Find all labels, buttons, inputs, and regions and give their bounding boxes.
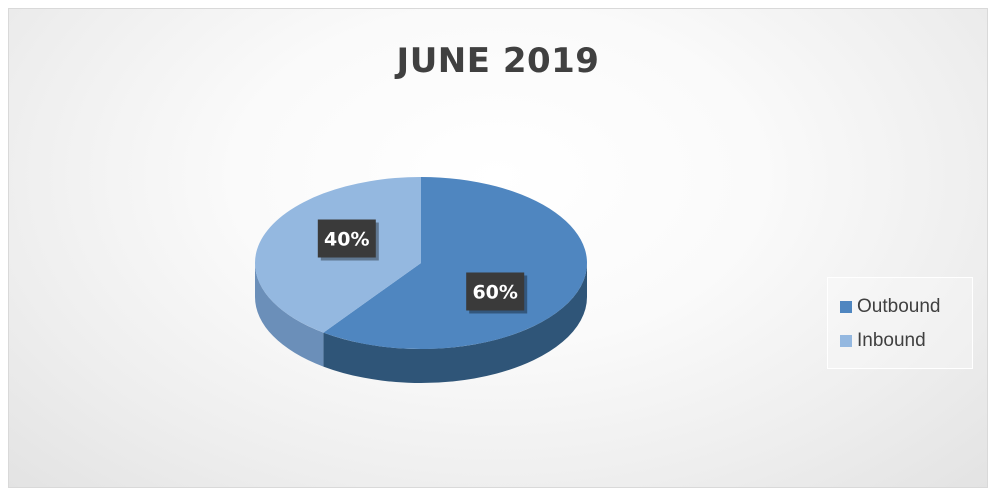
data-label-inbound: 40% [317,219,379,261]
legend-swatch-inbound [840,335,852,347]
pie-sides [255,263,587,383]
chart-area: JUNE 2019 60% 40% Outbound Inbound [8,8,988,488]
data-label-text-outbound: 60% [472,281,517,303]
pie-side-outbound [323,263,587,383]
legend-label-outbound: Outbound [857,296,941,317]
chart-legend: Outbound Inbound [827,277,973,369]
data-label-text-inbound: 40% [324,229,369,251]
legend-label-inbound: Inbound [857,330,926,351]
data-label-outbound: 60% [466,272,528,314]
pie-side-inbound [255,263,324,367]
legend-item-inbound: Inbound [840,324,972,358]
legend-swatch-outbound [840,301,852,313]
legend-item-outbound: Outbound [840,290,972,324]
pie-slices [254,177,587,349]
chart-title: JUNE 2019 [396,41,600,81]
pie-data-labels: 60% 40% [317,219,528,314]
pie-chart: 60% 40% [254,177,587,383]
